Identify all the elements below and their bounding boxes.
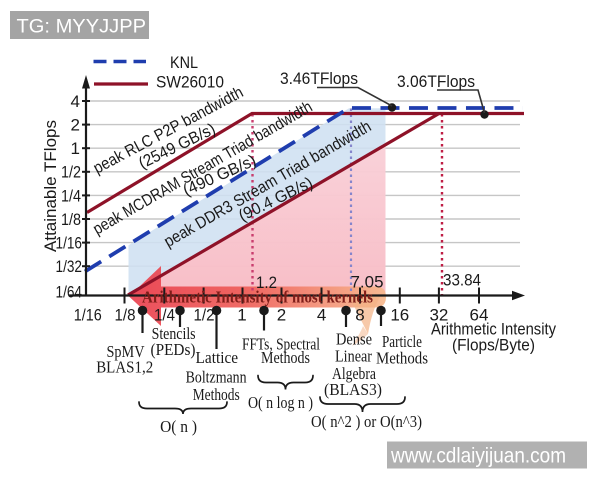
svg-text:1: 1 xyxy=(237,306,246,325)
svg-text:Algebra: Algebra xyxy=(332,364,376,383)
svg-text:Linear: Linear xyxy=(335,347,372,366)
svg-text:www.cdlaiyijuan.com: www.cdlaiyijuan.com xyxy=(390,445,566,468)
svg-text:Attainable TFlops: Attainable TFlops xyxy=(41,120,60,252)
svg-text:SpMV: SpMV xyxy=(107,342,146,361)
svg-text:Methods: Methods xyxy=(193,385,240,404)
svg-text:Methods: Methods xyxy=(261,348,310,367)
svg-text:1/32: 1/32 xyxy=(56,257,83,276)
svg-text:Particle: Particle xyxy=(382,332,422,351)
svg-text:64: 64 xyxy=(470,306,489,325)
svg-text:O( n^2 ) or O(n^3): O( n^2 ) or O(n^3) xyxy=(311,412,422,431)
svg-text:Arithmetic Intensity of most k: Arithmetic Intensity of most kernels xyxy=(142,288,374,307)
svg-text:1.2: 1.2 xyxy=(256,273,277,292)
svg-text:1/64: 1/64 xyxy=(56,283,83,302)
svg-text:1/8: 1/8 xyxy=(61,210,81,229)
svg-text:4: 4 xyxy=(71,92,80,111)
svg-text:33.84: 33.84 xyxy=(443,271,481,290)
svg-text:16: 16 xyxy=(390,306,409,325)
svg-text:7.05: 7.05 xyxy=(351,273,384,292)
svg-text:1/2: 1/2 xyxy=(194,306,215,325)
svg-text:Arithmetic Intensity: Arithmetic Intensity xyxy=(431,320,556,339)
svg-text:3.06TFlops: 3.06TFlops xyxy=(397,72,475,91)
svg-text:FFTs, Spectral: FFTs, Spectral xyxy=(242,335,320,354)
svg-text:KNL: KNL xyxy=(170,53,198,72)
svg-text:O( n log n ): O( n log n ) xyxy=(248,393,313,412)
svg-text:TG: MYYJJPP: TG: MYYJJPP xyxy=(17,17,147,38)
svg-text:Lattice: Lattice xyxy=(196,348,239,367)
svg-text:1/4: 1/4 xyxy=(154,306,175,325)
svg-text:1/16: 1/16 xyxy=(56,234,83,253)
svg-text:1/4: 1/4 xyxy=(61,186,81,205)
svg-text:SW26010: SW26010 xyxy=(156,73,224,92)
svg-text:8: 8 xyxy=(355,306,364,325)
svg-text:4: 4 xyxy=(317,306,326,325)
svg-text:Dense: Dense xyxy=(336,330,372,349)
svg-text:1/2: 1/2 xyxy=(61,163,81,182)
svg-text:O( n ): O( n ) xyxy=(160,417,197,436)
svg-text:1/16: 1/16 xyxy=(74,306,102,325)
svg-text:Stencils: Stencils xyxy=(152,324,196,343)
svg-text:Methods: Methods xyxy=(376,349,428,368)
svg-text:(PEDs): (PEDs) xyxy=(151,340,196,359)
svg-text:(Flops/Byte): (Flops/Byte) xyxy=(452,336,535,355)
svg-text:2: 2 xyxy=(277,306,286,325)
svg-text:1/8: 1/8 xyxy=(115,306,136,325)
svg-text:(BLAS3): (BLAS3) xyxy=(324,380,382,399)
svg-text:2: 2 xyxy=(71,116,80,135)
svg-text:1: 1 xyxy=(71,139,80,158)
svg-text:Boltzmann: Boltzmann xyxy=(186,368,247,387)
svg-text:BLAS1,2: BLAS1,2 xyxy=(96,358,153,377)
svg-text:32: 32 xyxy=(429,306,448,325)
svg-text:3.46TFlops: 3.46TFlops xyxy=(280,69,358,88)
